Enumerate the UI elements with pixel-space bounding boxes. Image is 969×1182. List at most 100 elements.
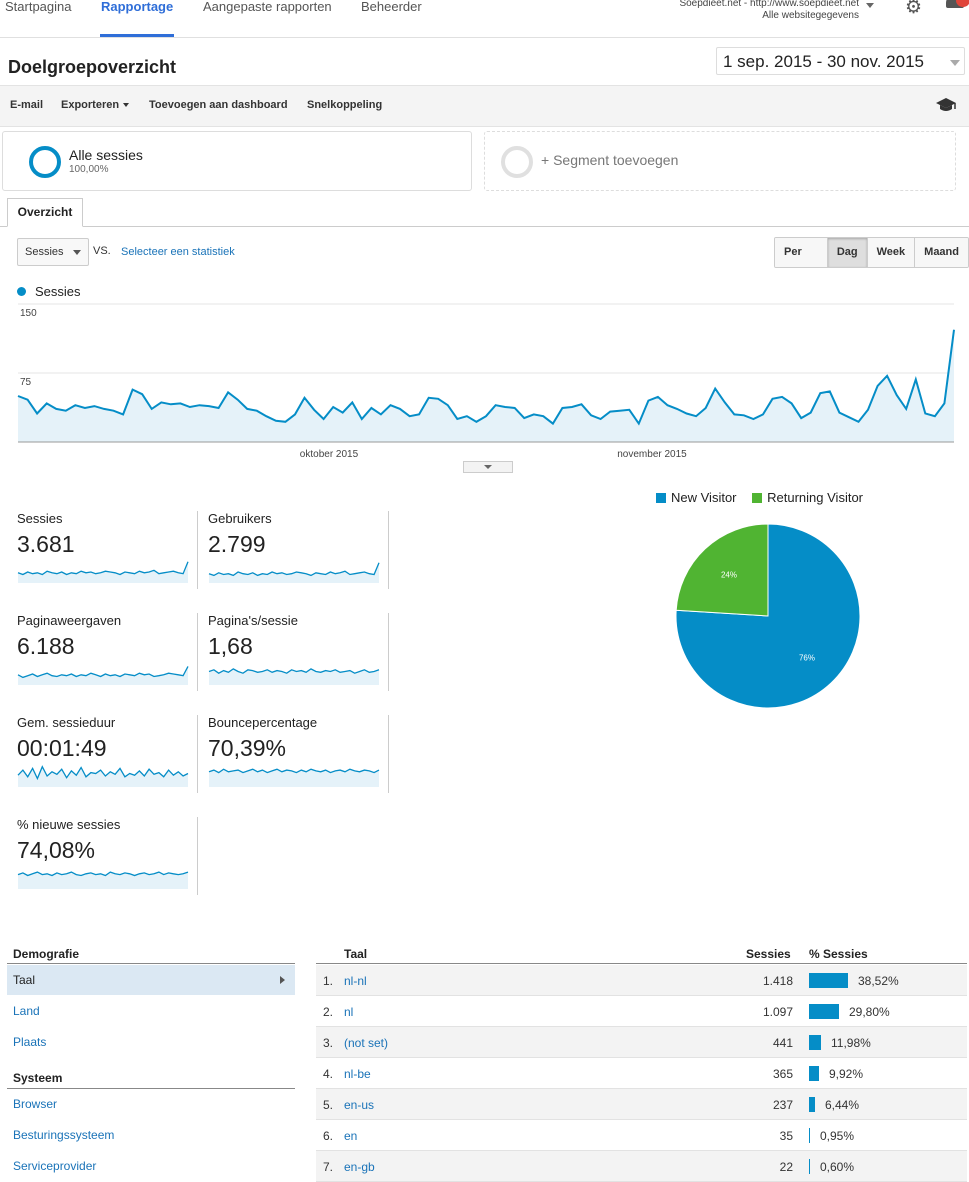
sparkline-line xyxy=(208,668,380,674)
language-link[interactable]: nl-be xyxy=(344,1067,371,1081)
nav-tab-rapportage[interactable]: Rapportage xyxy=(101,0,174,14)
row-index: 2. xyxy=(323,1005,334,1019)
export-label: Exporteren xyxy=(61,99,120,111)
sparkline-area xyxy=(18,872,188,889)
avatar[interactable] xyxy=(956,0,969,7)
scorecard[interactable]: Gem. sessieduur 00:01:49 xyxy=(17,715,197,803)
sparkline-line xyxy=(208,768,380,774)
add-to-dashboard-button[interactable]: Toevoegen aan dashboard xyxy=(149,99,288,111)
chevron-down-icon xyxy=(73,250,81,255)
language-link[interactable]: en xyxy=(344,1129,358,1143)
scorecard[interactable]: Pagina's/sessie 1,68 xyxy=(208,613,388,701)
percent-bar xyxy=(809,1128,810,1143)
top-navigation: Startpagina Rapportage Aangepaste rappor… xyxy=(0,0,969,38)
active-tab-indicator xyxy=(100,34,174,37)
sparkline-area xyxy=(18,766,188,787)
row-index: 1. xyxy=(323,974,334,988)
scorecard[interactable]: % nieuwe sessies 74,08% xyxy=(17,817,197,905)
export-button[interactable]: Exporteren xyxy=(61,99,130,111)
demographics-item-land[interactable]: Land xyxy=(13,1004,40,1018)
table-row: 1. nl-nl 1.418 38,52% xyxy=(316,965,967,996)
row-index: 7. xyxy=(323,1160,334,1174)
divider xyxy=(7,963,295,964)
shortcut-button[interactable]: Snelkoppeling xyxy=(307,99,383,111)
period-button-hour[interactable]: Per uur xyxy=(775,238,827,267)
scorecard-label: % nieuwe sessies xyxy=(17,817,121,832)
select-statistic-link[interactable]: Selecteer een statistiek xyxy=(121,246,235,258)
gear-icon[interactable]: ⚙ xyxy=(905,0,923,18)
sparkline-area xyxy=(209,769,379,787)
scorecard-divider xyxy=(197,511,198,589)
scorecard-value: 74,08% xyxy=(17,837,96,863)
language-link[interactable]: en-gb xyxy=(344,1160,375,1174)
percent-bar xyxy=(809,1066,819,1081)
nav-tab-startpagina[interactable]: Startpagina xyxy=(5,0,72,14)
column-header-percent: % Sessies xyxy=(809,947,868,961)
account-view: Alle websitegegevens xyxy=(762,10,859,21)
scorecard-sparkline xyxy=(17,666,189,685)
sparkline-line xyxy=(208,562,380,577)
sessions-value: 237 xyxy=(772,1098,793,1112)
scorecard-divider xyxy=(388,613,389,691)
sessions-value: 1.097 xyxy=(762,1005,793,1019)
nav-tab-beheerder[interactable]: Beheerder xyxy=(361,0,422,14)
visitor-type-pie-chart[interactable]: 76% 24% xyxy=(670,520,870,714)
scorecard[interactable]: Paginaweergaven 6.188 xyxy=(17,613,197,701)
pie-value-label: 76% xyxy=(799,654,815,663)
scorecard-sparkline xyxy=(208,562,380,583)
period-toggle: Per uur Dag Week Maand xyxy=(774,237,969,268)
scorecard-divider xyxy=(388,511,389,589)
scorecard-divider xyxy=(197,817,198,895)
system-item-os[interactable]: Besturingssysteem xyxy=(13,1128,115,1142)
scorecard-value: 3.681 xyxy=(17,531,75,557)
sessions-value: 365 xyxy=(772,1067,793,1081)
scorecard-label: Gem. sessieduur xyxy=(17,715,116,730)
date-range-picker[interactable]: 1 sep. 2015 - 30 nov. 2015 xyxy=(716,47,965,75)
language-link[interactable]: (not set) xyxy=(344,1036,389,1050)
sessions-value: 1.418 xyxy=(762,974,793,988)
segment-donut-icon xyxy=(29,146,61,178)
y-tick-label: 75 xyxy=(20,377,32,388)
table-row: 7. en-gb 22 0,60% xyxy=(316,1151,967,1182)
percent-bar xyxy=(809,1159,810,1174)
nav-tab-aangepaste-rapporten[interactable]: Aangepaste rapporten xyxy=(203,0,332,14)
account-dropdown-icon[interactable] xyxy=(866,3,874,8)
scorecard[interactable]: Bouncepercentage 70,39% xyxy=(208,715,388,803)
system-item-browser[interactable]: Browser xyxy=(13,1097,58,1111)
demographics-item-taal[interactable]: Taal xyxy=(7,965,295,995)
period-button-day[interactable]: Dag xyxy=(826,238,867,267)
scorecard-sparkline xyxy=(17,871,189,889)
language-link[interactable]: nl xyxy=(344,1005,354,1019)
notification-bell-icon[interactable] xyxy=(946,0,964,8)
chart-expand-handle[interactable] xyxy=(463,461,513,473)
scorecard-value: 6.188 xyxy=(17,633,75,659)
percent-bar xyxy=(809,1004,839,1019)
account-name: Soepdieet.net - http://www.soepdieet.net xyxy=(679,0,859,9)
legend-swatch-new xyxy=(656,492,666,503)
system-heading: Systeem xyxy=(13,1071,63,1085)
add-segment-button[interactable]: + Segment toevoegen xyxy=(484,131,956,191)
account-selector[interactable]: Soepdieet.net - http://www.soepdieet.net… xyxy=(679,0,859,22)
language-link[interactable]: en-us xyxy=(344,1098,375,1112)
demographics-item-plaats[interactable]: Plaats xyxy=(13,1035,47,1049)
demographics-heading: Demografie xyxy=(13,947,80,961)
sessions-line-chart[interactable]: 150 75 oktober 2015 november 2015 xyxy=(0,300,969,475)
email-button[interactable]: E-mail xyxy=(10,99,44,111)
scorecard-label: Sessies xyxy=(17,511,63,526)
segment-all-sessions[interactable]: Alle sessies 100,00% xyxy=(2,131,472,191)
scorecard-label: Pagina's/sessie xyxy=(208,613,298,628)
scorecard[interactable]: Gebruikers 2.799 xyxy=(208,511,388,599)
sparkline-line xyxy=(17,871,189,877)
system-item-provider[interactable]: Serviceprovider xyxy=(13,1159,97,1173)
language-link[interactable]: nl-nl xyxy=(344,974,367,988)
period-button-month[interactable]: Maand xyxy=(914,238,968,267)
tab-overzicht[interactable]: Overzicht xyxy=(7,198,83,227)
scorecard-value: 70,39% xyxy=(208,735,287,761)
series-line xyxy=(17,329,955,426)
metric-select[interactable]: Sessies xyxy=(17,238,89,266)
scorecard-divider xyxy=(197,715,198,793)
percent-value: 6,44% xyxy=(825,1098,860,1112)
graduation-cap-icon[interactable] xyxy=(935,97,957,113)
period-button-week[interactable]: Week xyxy=(866,238,915,267)
scorecard[interactable]: Sessies 3.681 xyxy=(17,511,197,599)
